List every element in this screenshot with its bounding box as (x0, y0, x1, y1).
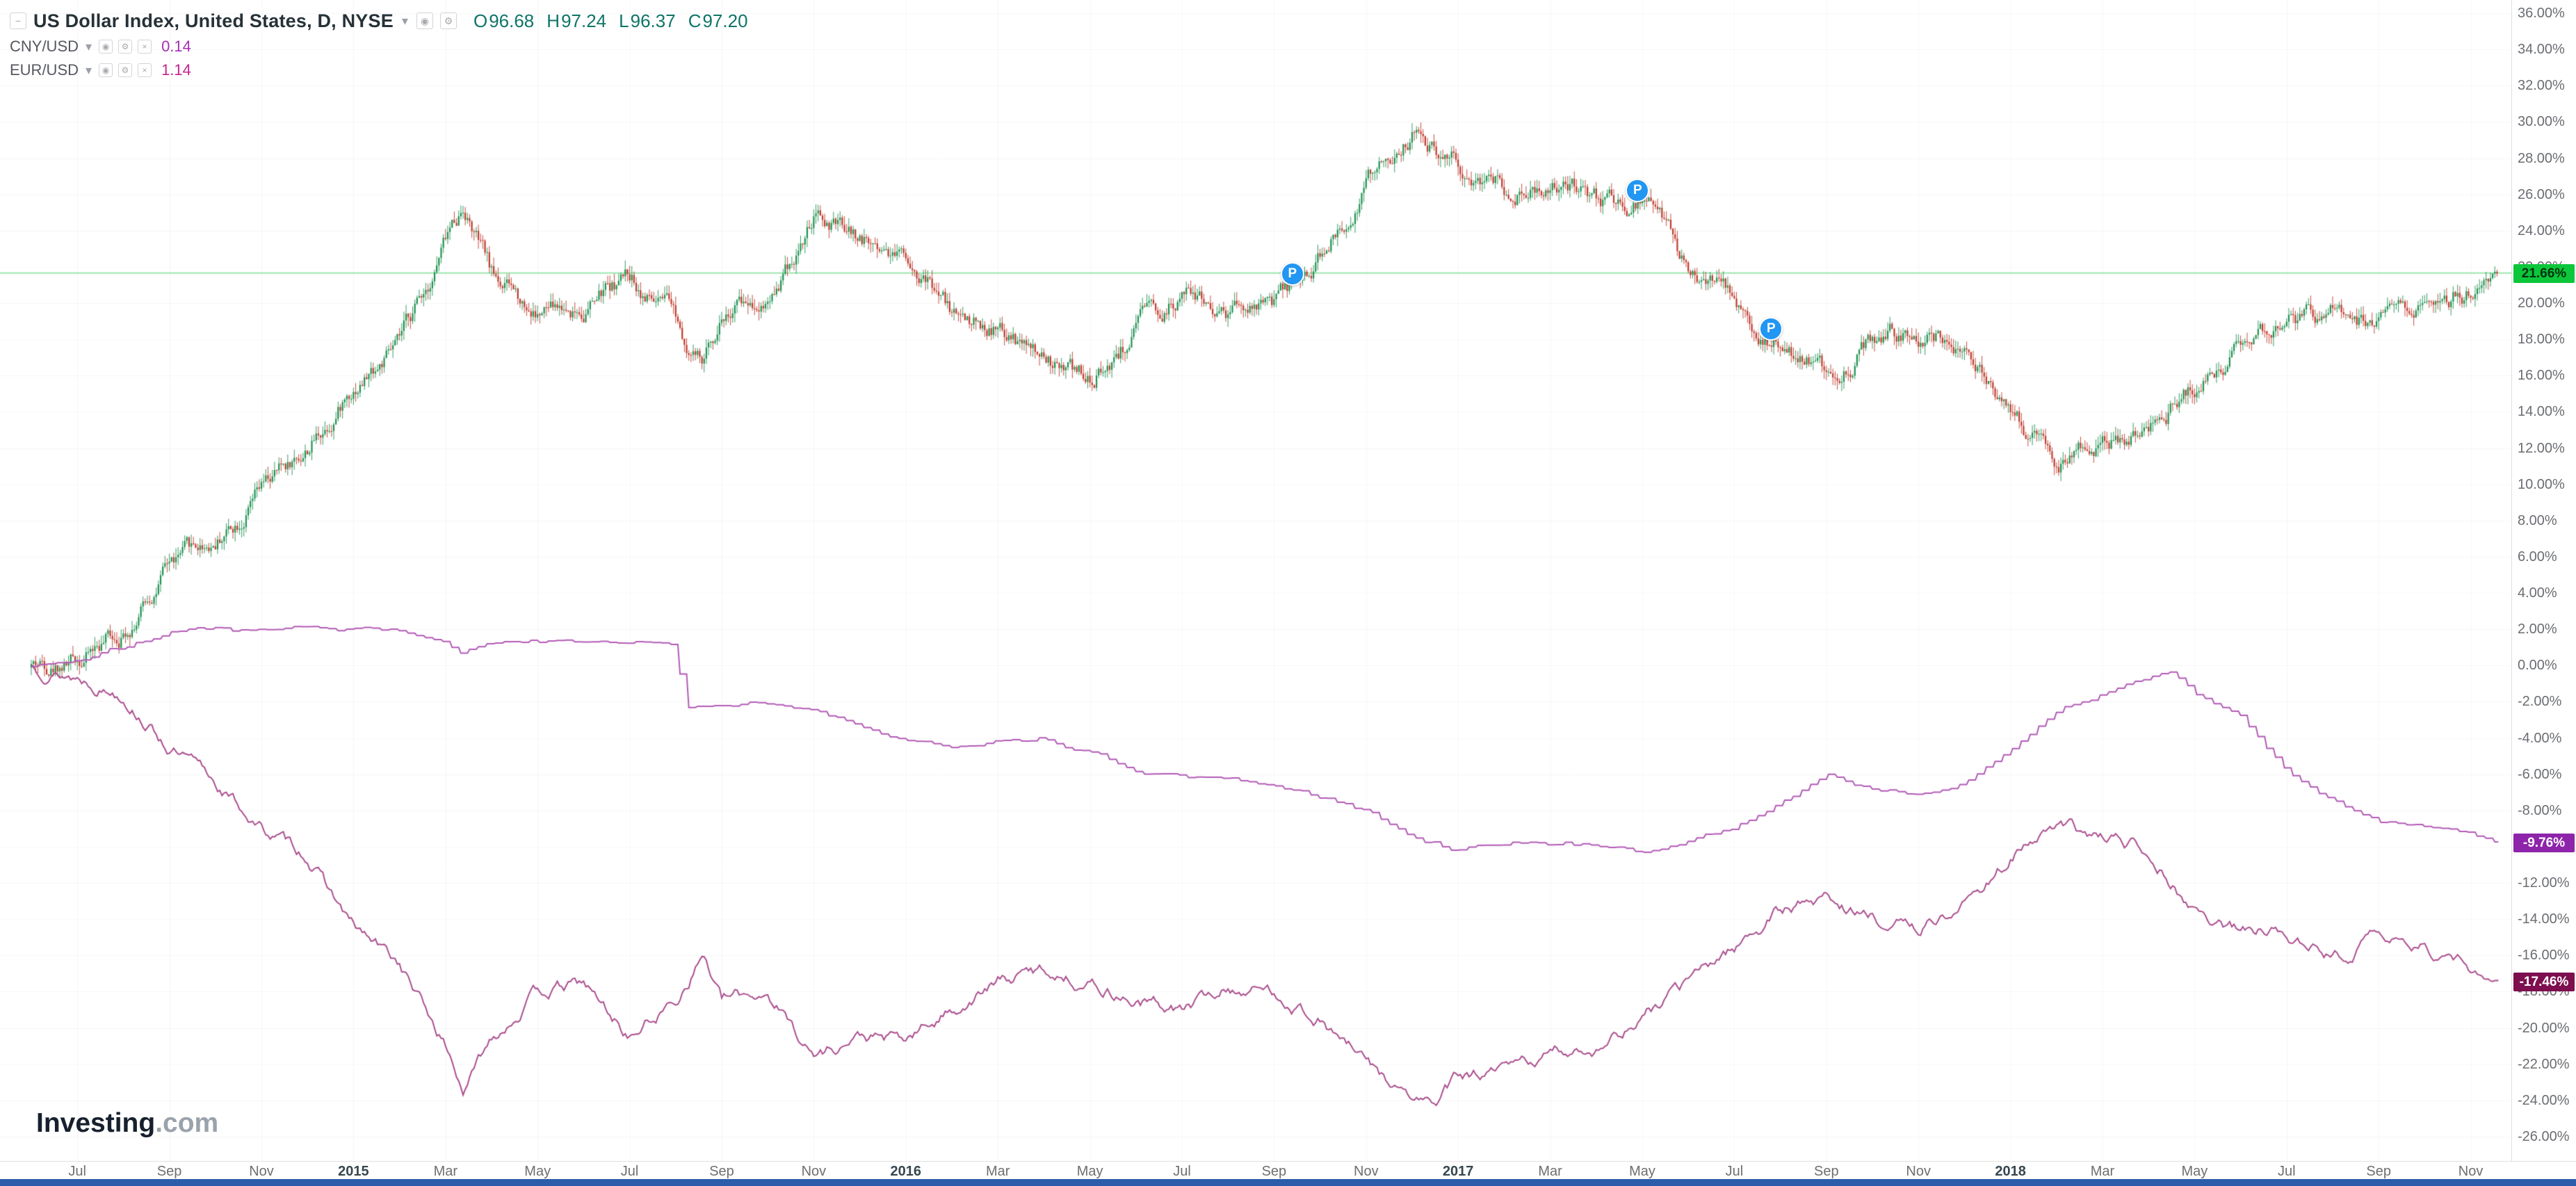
x-axis-month-label: May (1629, 1164, 1655, 1179)
x-axis-year-label: 2015 (338, 1164, 369, 1179)
cny-last-price-tag: -9.76% (2513, 833, 2575, 852)
y-axis-label: 36.00% (2518, 6, 2565, 21)
investing-suffix-text: .com (155, 1108, 219, 1138)
y-axis-label: -16.00% (2518, 948, 2570, 964)
overlay-value-cnyusd: 0.14 (161, 38, 191, 55)
x-axis-month-label: Nov (1354, 1164, 1379, 1179)
close-icon[interactable]: × (138, 63, 152, 77)
x-axis-month-label: Jul (68, 1164, 86, 1179)
y-axis-label: 28.00% (2518, 150, 2565, 166)
ohlc-open: O 96.68 (473, 10, 535, 31)
overlay-value-eurusd: 1.14 (161, 61, 191, 79)
y-axis-label: 12.00% (2518, 440, 2565, 456)
bottom-strip (0, 1179, 2576, 1186)
x-axis-month-label: May (524, 1164, 551, 1179)
eye-icon[interactable]: ◉ (99, 63, 113, 77)
x-axis-month-label: Nov (1906, 1164, 1931, 1179)
y-axis-label: -20.00% (2518, 1020, 2570, 1036)
x-axis-month-label: Mar (433, 1164, 458, 1179)
x-axis-month-label: Sep (709, 1164, 734, 1179)
x-axis-month-label: Jul (1725, 1164, 1744, 1179)
legend-row-eurusd: EUR/USD ▾ ◉ ⚙ × 1.14 (10, 58, 748, 82)
settings-icon[interactable]: ⚙ (118, 40, 133, 54)
chart-legend: − US Dollar Index, United States, D, NYS… (10, 7, 748, 82)
idea-marker[interactable]: P (1626, 179, 1650, 203)
x-axis-month-label: Jul (1173, 1164, 1191, 1179)
y-axis-label: 10.00% (2518, 476, 2565, 492)
ohlc-low: L 96.37 (619, 10, 676, 31)
chevron-down-icon[interactable]: ▾ (86, 40, 92, 54)
settings-icon[interactable]: ⚙ (439, 13, 457, 29)
y-axis-label: 2.00% (2518, 622, 2557, 637)
x-axis-month-label: Jul (620, 1164, 639, 1179)
y-axis-label: -22.00% (2518, 1056, 2570, 1072)
y-axis-label: 4.00% (2518, 585, 2557, 601)
y-axis-label: 6.00% (2518, 549, 2557, 564)
y-axis-label: 30.00% (2518, 114, 2565, 130)
symbol-header-row: − US Dollar Index, United States, D, NYS… (10, 7, 748, 35)
y-axis-label: -24.00% (2518, 1092, 2570, 1108)
x-axis-year-label: 2018 (1995, 1164, 2026, 1179)
close-icon[interactable]: × (138, 40, 152, 54)
x-axis-month-label: Sep (156, 1164, 182, 1179)
y-axis-label: 26.00% (2518, 186, 2565, 202)
x-axis-month-label: Nov (2458, 1164, 2484, 1179)
y-axis-label: 20.00% (2518, 295, 2565, 311)
idea-marker[interactable]: P (1759, 316, 1783, 341)
idea-marker[interactable]: P (1280, 262, 1304, 286)
overlay-symbol-cnyusd[interactable]: CNY/USD (10, 38, 79, 55)
x-axis-month-label: Sep (1261, 1164, 1287, 1179)
time-axis[interactable]: Jul Sep Nov 2015 Mar May Jul Sep Nov 2016 Mar May Ju… (0, 1161, 2576, 1179)
eye-icon[interactable]: ◉ (99, 40, 113, 54)
y-axis-label: 16.00% (2518, 368, 2565, 384)
y-axis-label: 18.00% (2518, 332, 2565, 348)
y-axis-label: -2.00% (2518, 694, 2562, 710)
investing-logo[interactable]: Investing.com (36, 1108, 218, 1139)
y-axis-label: 8.00% (2518, 512, 2557, 528)
ohlc-readout: O 96.68 H 97.24 L 96.37 C 97.20 (473, 10, 748, 32)
y-axis-label: -8.00% (2518, 802, 2562, 818)
x-axis-month-label: Sep (1814, 1164, 1839, 1179)
chart-plot-area[interactable]: P P P − US Dollar Index, United States, D,… (0, 0, 2511, 1161)
x-axis-month-label: Mar (1538, 1164, 1562, 1179)
x-axis-month-label: Mar (985, 1164, 1010, 1179)
y-axis-label: 34.00% (2518, 42, 2565, 58)
eur-last-price-tag: -17.46% (2513, 973, 2575, 992)
legend-collapse-icon[interactable]: − (10, 13, 26, 29)
y-axis-label: 0.00% (2518, 658, 2557, 674)
settings-icon[interactable]: ⚙ (118, 63, 133, 77)
x-axis-year-label: 2017 (1442, 1164, 1474, 1179)
price-chart-canvas[interactable] (0, 0, 2511, 1161)
symbol-title[interactable]: US Dollar Index, United States, D, NYSE (33, 10, 394, 31)
y-axis-label: -4.00% (2518, 730, 2562, 746)
ohlc-high: H 97.24 (546, 10, 607, 31)
y-axis-label: -14.00% (2518, 911, 2570, 927)
x-axis-year-label: 2016 (890, 1164, 922, 1179)
ohlc-close: C 97.20 (688, 10, 748, 31)
x-axis-month-label: Nov (801, 1164, 827, 1179)
y-axis-label: -26.00% (2518, 1129, 2570, 1144)
y-axis-label: 24.00% (2518, 222, 2565, 238)
x-axis-month-label: Mar (2090, 1164, 2115, 1179)
y-axis-label: 14.00% (2518, 404, 2565, 420)
price-axis[interactable]: 36.00% 34.00% 32.00% 30.00% 28.00% 26.00% 24.0… (2511, 0, 2576, 1161)
x-axis-month-label: May (1076, 1164, 1103, 1179)
investing-brand-text: Investing (36, 1108, 156, 1138)
overlay-symbol-eurusd[interactable]: EUR/USD (10, 61, 79, 79)
chevron-down-icon[interactable]: ▾ (401, 14, 408, 28)
y-axis-label: -12.00% (2518, 875, 2570, 891)
x-axis-month-label: Sep (2366, 1164, 2391, 1179)
x-axis-month-label: Jul (2278, 1164, 2296, 1179)
legend-row-cnyusd: CNY/USD ▾ ◉ ⚙ × 0.14 (10, 35, 748, 58)
chevron-down-icon[interactable]: ▾ (86, 63, 92, 77)
dxy-last-price-tag: 21.66% (2513, 263, 2575, 283)
x-axis-month-label: Nov (249, 1164, 274, 1179)
eye-icon[interactable]: ◉ (416, 13, 433, 29)
y-axis-label: 32.00% (2518, 78, 2565, 94)
y-axis-label: -6.00% (2518, 766, 2562, 782)
x-axis-month-label: May (2181, 1164, 2208, 1179)
